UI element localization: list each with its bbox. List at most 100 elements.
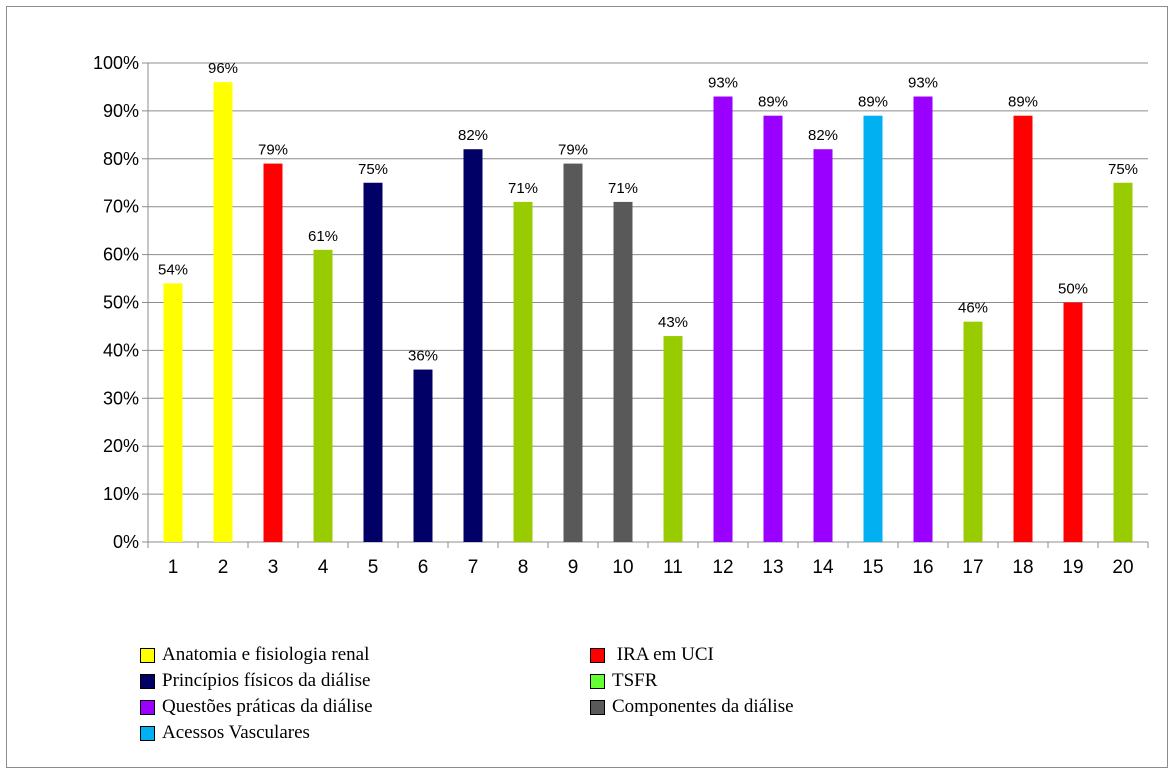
y-tick-label: 50% [103,293,139,313]
x-tick-label: 6 [418,557,429,578]
legend-swatch-acessos [140,725,155,741]
data-label: 43% [658,314,688,331]
legend-swatch-tsfr [590,673,605,689]
bar-6 [413,369,433,542]
y-tick-label: 30% [103,388,139,408]
bar-15 [863,115,883,542]
data-label: 79% [558,142,588,159]
bar-14 [813,149,833,542]
x-tick-label: 15 [862,557,883,578]
data-label: 89% [758,94,788,111]
legend-swatch-principios [140,673,155,689]
x-tick-label: 4 [318,557,329,578]
y-tick-label: 90% [103,101,139,121]
bar-19 [1063,302,1083,542]
legend-item-questoes: Questões práticas da diálise [140,695,590,719]
legend-label-tsfr: TSFR [612,670,658,691]
y-tick-label: 100% [93,53,139,73]
y-tick-label: 20% [103,436,139,456]
data-label: 36% [408,348,438,365]
x-tick-label: 11 [663,557,683,578]
y-tick-label: 70% [103,197,139,217]
legend-label-questoes: Questões práticas da diálise [162,696,373,717]
y-tick-label: 10% [103,484,139,504]
bars [163,82,1133,542]
data-label: 82% [458,127,488,144]
data-label: 89% [858,94,888,111]
x-tick-label: 7 [468,557,479,578]
legend-swatch-anatomia [140,647,155,663]
data-label: 96% [208,60,238,77]
x-tick-label: 2 [218,557,229,578]
data-label: 71% [508,180,538,197]
bar-7 [463,149,483,542]
data-label: 79% [258,142,288,159]
x-tick-label: 17 [962,557,983,578]
gridlines [148,62,1148,543]
bar-16 [913,96,933,542]
y-tick-label: 60% [103,245,139,265]
x-tick-label: 3 [268,557,279,578]
legend-item-tsfr: TSFR [590,669,1040,693]
legend-label-componentes: Componentes da diálise [612,696,794,717]
bar-8 [513,201,533,542]
data-label: 61% [308,228,338,245]
bar-3 [263,163,283,542]
x-tick-label: 9 [568,557,579,578]
x-tick-label: 10 [612,557,633,578]
bar-5 [363,182,383,542]
legend-label-acessos: Acessos Vasculares [162,722,310,743]
legend-item-anatomia: Anatomia e fisiologia renal [140,643,590,667]
legend: Anatomia e fisiologia renal IRA em UCI P… [140,643,1040,745]
x-tick-label: 14 [812,557,834,578]
x-tick-label: 20 [1112,557,1133,578]
x-tick-label: 5 [368,557,379,578]
y-tick-label: 0% [113,532,139,552]
bar-10 [613,201,633,542]
x-tick-label: 8 [518,557,529,578]
x-tick-label: 19 [1062,557,1083,578]
bar-17 [963,321,983,542]
bar-2 [213,82,233,542]
bar-20 [1113,182,1133,542]
legend-swatch-componentes [590,699,605,715]
legend-label-principios: Princípios físicos da diálise [162,670,371,691]
legend-item-acessos: Acessos Vasculares [140,721,590,745]
x-tick-label: 12 [712,557,733,578]
legend-swatch-ira [590,647,605,663]
x-tick-label: 16 [912,557,933,578]
y-axis: 0% 10% 20% 30% 40% 50% 60% 70% 80% 90% 100% [93,53,149,552]
data-label: 54% [158,261,188,278]
bar-18 [1013,115,1033,542]
x-axis: 1 2 3 4 5 6 7 8 9 10 11 12 13 14 15 16 17 18 19 20 [147,541,1149,578]
data-label: 93% [708,75,738,92]
data-label: 93% [908,75,938,92]
data-label: 89% [1008,94,1038,111]
bar-11 [663,336,683,542]
x-tick-label: 1 [168,557,179,578]
data-label: 71% [608,180,638,197]
data-label: 75% [1108,161,1138,178]
legend-item-ira: IRA em UCI [590,643,1040,667]
x-tick-label: 13 [762,557,783,578]
legend-swatch-questoes [140,699,155,715]
legend-item-principios: Princípios físicos da diálise [140,669,590,693]
x-tick-label: 18 [1012,557,1033,578]
legend-label-ira: IRA em UCI [612,644,714,665]
bar-4 [313,249,333,542]
legend-label-anatomia: Anatomia e fisiologia renal [162,644,370,665]
bar-1 [163,283,183,542]
bar-13 [763,115,783,542]
bar-12 [713,96,733,542]
data-label: 46% [958,300,988,317]
data-label: 50% [1058,281,1088,298]
data-labels: 54% 96% 79% 61% 75% 36% 82% 71% 79% 71% 43% 93% 89% 8… [158,60,1138,364]
bar-9 [563,163,583,542]
data-label: 75% [358,161,388,178]
y-tick-label: 80% [103,149,139,169]
y-tick-label: 40% [103,340,139,360]
data-label: 82% [808,127,838,144]
legend-item-componentes: Componentes da diálise [590,695,1040,719]
